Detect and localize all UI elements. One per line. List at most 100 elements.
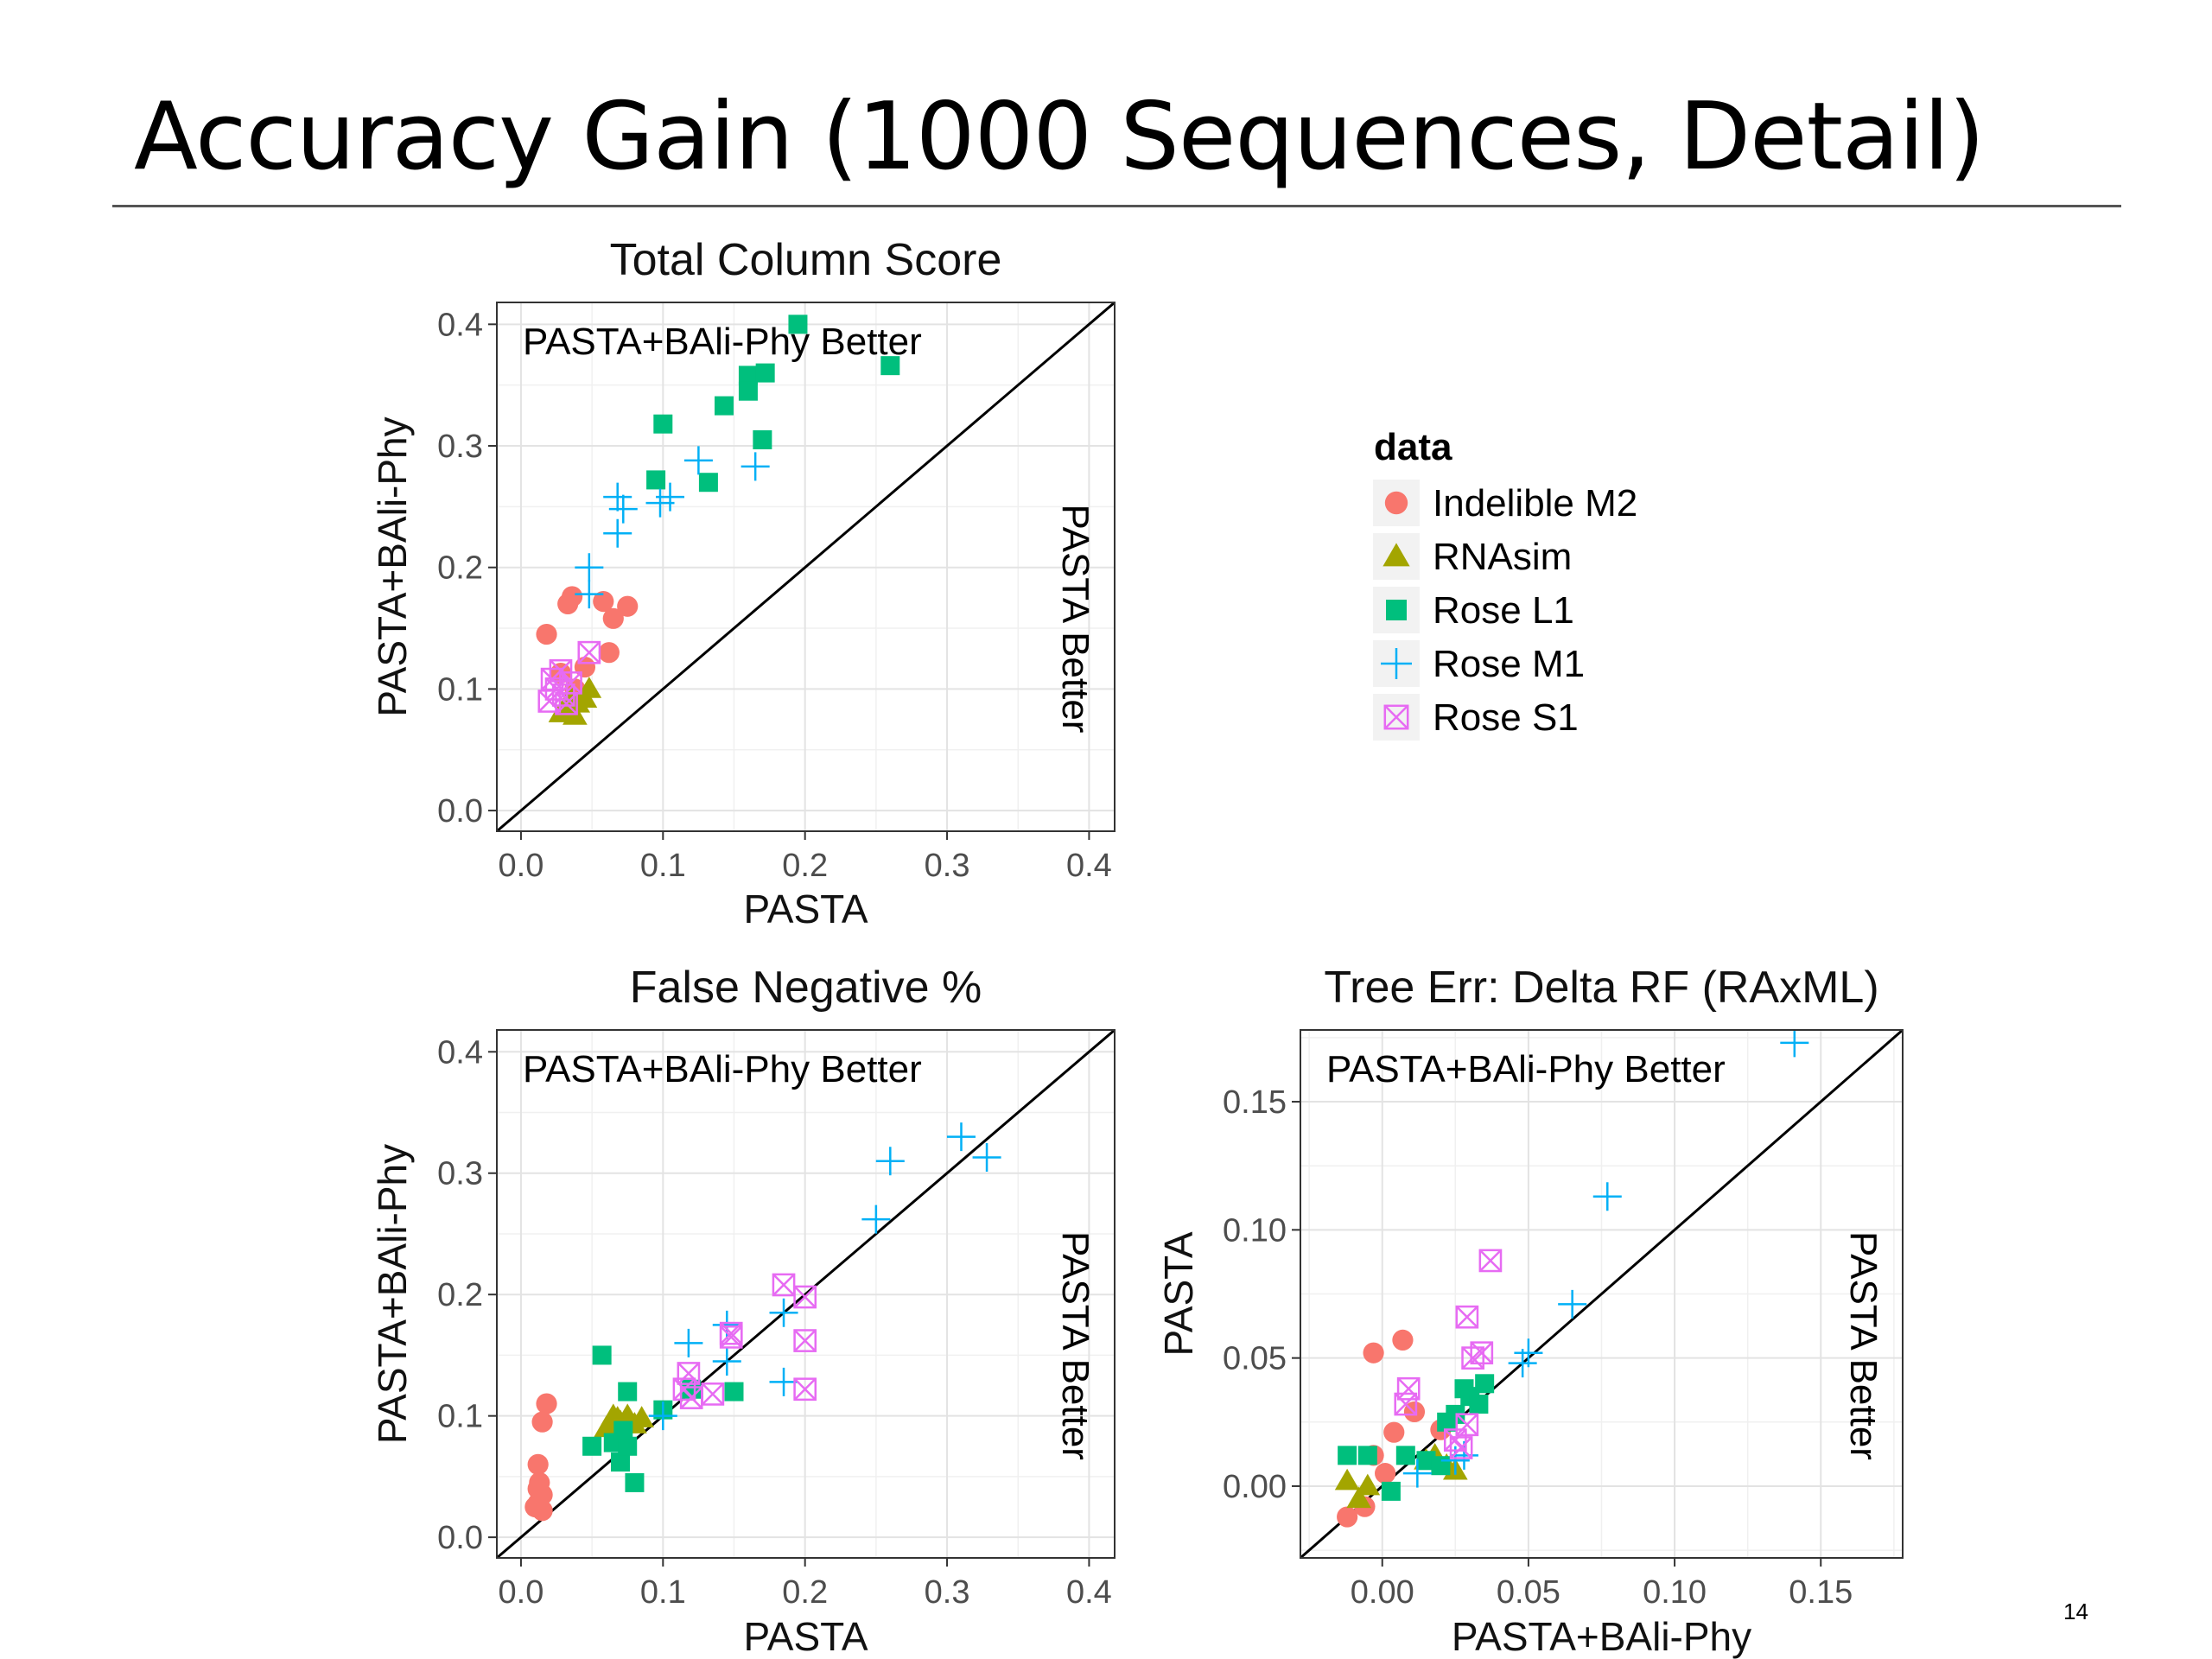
rf-point-shape xyxy=(1416,1451,1436,1471)
fn-point-shape xyxy=(724,1382,744,1402)
fn-y-tick-label: 0.0 xyxy=(437,1520,483,1556)
tcs-panel: 0.0 0.1 0.2 0.3 0.4 0.0 0.1 0.2 0.3 0.4 Total Colu… xyxy=(370,235,1116,931)
fn-point-shape xyxy=(618,1436,638,1456)
fn-point xyxy=(625,1472,645,1492)
fn-point xyxy=(648,1402,677,1431)
legend-item-label: Indelible M2 xyxy=(1433,482,1637,524)
fn-x-tick-label: 0.1 xyxy=(640,1574,686,1611)
tcs-point-shape xyxy=(536,623,557,645)
legend-key-marker-shape xyxy=(1386,600,1407,620)
rf-point-shape xyxy=(1402,1459,1432,1488)
rf-point-shape xyxy=(1592,1182,1622,1211)
tcs-point xyxy=(653,414,673,434)
rf-point-shape xyxy=(1514,1338,1543,1368)
legend-key-marker-shape xyxy=(1382,543,1410,567)
fn-x-tick-label: 0.2 xyxy=(782,1574,828,1611)
fn-point xyxy=(674,1328,703,1357)
fn-point-box xyxy=(719,1325,743,1349)
tcs-point xyxy=(683,446,713,475)
fn-point-shape xyxy=(769,1367,798,1396)
tcs-series-rose-s1 xyxy=(537,640,601,715)
fn-series-indelible-m2 xyxy=(524,1393,557,1522)
fn-point xyxy=(793,1285,817,1309)
rf-point xyxy=(1375,1463,1396,1484)
legend-key-marker-box xyxy=(1383,704,1409,730)
rf-annotation-top: PASTA+BAli-Phy Better xyxy=(1326,1048,1726,1090)
fn-point-box xyxy=(793,1285,817,1309)
fn-point-shape xyxy=(769,1298,798,1327)
fn-point-shape xyxy=(625,1472,645,1492)
rf-point-shape xyxy=(1355,1473,1381,1496)
rf-point-box xyxy=(1443,1428,1467,1452)
fn-point-shape xyxy=(629,1406,654,1427)
fn-point xyxy=(582,1436,602,1456)
title-divider xyxy=(112,205,2121,207)
legend-item-label: Rose M1 xyxy=(1433,643,1585,685)
tcs-point-box xyxy=(555,691,578,715)
fn-point-shape xyxy=(527,1453,549,1475)
tcs-point-shape xyxy=(598,642,620,664)
fn-x-tick-label: 0.0 xyxy=(499,1574,544,1611)
tcs-point xyxy=(656,482,685,512)
rf-panel: 0.00 0.05 0.10 0.15 0.00 0.05 0.10 0.15 Tree Err… xyxy=(1156,963,1904,1659)
rf-point xyxy=(1394,1392,1418,1416)
tcs-point-shape xyxy=(576,677,602,698)
rf-point-shape xyxy=(1346,1486,1371,1509)
rf-point-box xyxy=(1478,1249,1503,1273)
legend-item-label: RNAsim xyxy=(1433,536,1572,578)
fn-point xyxy=(618,1436,638,1456)
rf-point xyxy=(1338,1446,1357,1465)
tcs-y-tick-label: 0.3 xyxy=(437,429,483,465)
rf-frame xyxy=(1300,1029,1904,1559)
fn-point-box xyxy=(793,1329,817,1352)
fn-point-shape xyxy=(946,1122,976,1152)
rf-point-shape xyxy=(1383,1421,1405,1443)
tcs-x-tick-label: 0.0 xyxy=(499,848,544,884)
tcs-point xyxy=(575,553,604,582)
fn-point-shape xyxy=(613,1421,633,1440)
rf-point-shape xyxy=(1338,1446,1357,1465)
rf-point-box xyxy=(1461,1346,1484,1370)
tcs-point-shape xyxy=(602,607,624,629)
rf-point xyxy=(1514,1338,1543,1368)
legend-item-rose-m1: Rose M1 xyxy=(1371,639,1585,689)
rf-point xyxy=(1478,1249,1503,1273)
rf-point-shape xyxy=(1334,1468,1360,1491)
tcs-point-shape xyxy=(753,429,772,449)
tcs-point xyxy=(602,607,624,629)
fn-point xyxy=(772,1273,796,1297)
tcs-point xyxy=(738,381,758,401)
fn-identity-line xyxy=(497,1030,1115,1558)
tcs-point-shape xyxy=(562,586,583,607)
legend-key-marker-cross xyxy=(1383,704,1409,730)
tcs-point xyxy=(555,691,578,715)
fn-point xyxy=(724,1382,744,1402)
tcs-point-cross xyxy=(577,641,601,664)
fn-point-shape xyxy=(531,1411,553,1433)
fn-point-shape xyxy=(712,1346,741,1376)
rf-point-box xyxy=(1470,1341,1494,1365)
tcs-y-tick-label: 0.0 xyxy=(437,793,483,830)
rf-point xyxy=(1461,1346,1484,1370)
rf-point-shape xyxy=(1392,1329,1414,1351)
legend-key-marker xyxy=(1384,491,1408,515)
fn-y-tick-label: 0.3 xyxy=(437,1156,483,1192)
rf-point-shape xyxy=(1375,1463,1396,1484)
fn-point-cross xyxy=(793,1377,817,1401)
fn-point xyxy=(793,1377,817,1402)
tcs-point xyxy=(574,656,596,678)
fn-point xyxy=(524,1496,546,1518)
rf-y-tick-label: 0.00 xyxy=(1223,1469,1287,1505)
rf-point xyxy=(1558,1289,1587,1319)
tcs-title: Total Column Score xyxy=(610,235,1002,285)
fn-point-cross xyxy=(720,1325,743,1349)
fn-point xyxy=(701,1382,725,1406)
fn-point xyxy=(672,1377,696,1402)
fn-point-cross xyxy=(793,1286,817,1308)
tcs-y-label: PASTA+BAli-Phy xyxy=(370,416,415,716)
rf-point xyxy=(1346,1486,1371,1509)
tcs-point-cross xyxy=(559,671,582,695)
fn-point-shape xyxy=(861,1205,891,1234)
fn-point xyxy=(536,1393,557,1414)
fn-point-shape xyxy=(875,1147,905,1176)
